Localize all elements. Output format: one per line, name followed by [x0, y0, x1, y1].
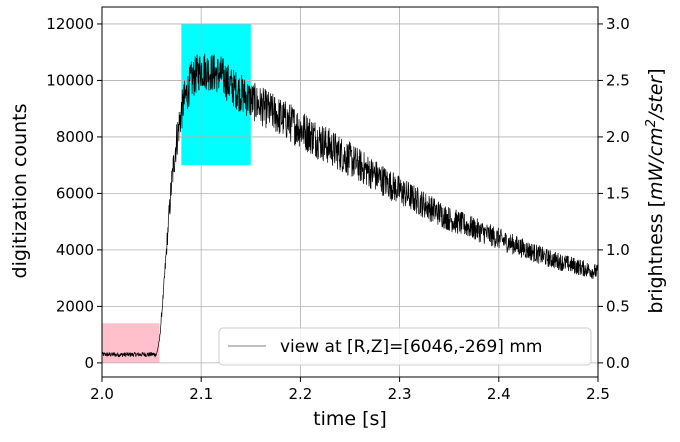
right-y-label-superscript: 2 [644, 119, 659, 127]
y-tick-label-6: 12000 [46, 15, 94, 33]
shaded-region-1 [181, 23, 251, 166]
x-tick-label-0: 2.0 [90, 385, 114, 403]
legend-label: view at [R,Z]=[6046,-269] mm [280, 337, 542, 357]
series-lines [102, 53, 598, 358]
x-axis-ticks: 2.0 2.1 2.2 2.3 2.4 2.5 [90, 377, 610, 403]
right-y-axis-label: brightness [mW/cm2/ster] [644, 68, 667, 313]
right-y-axis-ticks: 0.0 0.5 1.0 1.5 2.0 2.5 3.0 [598, 15, 630, 372]
right-y-tick-label-3: 1.5 [606, 184, 630, 202]
right-y-tick-label-0: 0.0 [606, 354, 630, 372]
right-y-label-part-4: /ster [645, 75, 667, 121]
right-y-label-part-2: mW/cm [645, 127, 667, 200]
y-axis-label: digitization counts [9, 104, 31, 279]
right-y-label-part-5: ] [645, 68, 667, 75]
y-tick-label-0: 0 [84, 354, 94, 372]
y-tick-label-3: 6000 [56, 184, 94, 202]
right-y-tick-label-4: 2.0 [606, 128, 630, 146]
right-y-tick-label-6: 3.0 [606, 15, 630, 33]
x-tick-label-4: 2.4 [487, 385, 511, 403]
x-tick-label-1: 2.1 [189, 385, 213, 403]
x-tick-label-5: 2.5 [586, 385, 610, 403]
shaded-region-0 [102, 323, 160, 363]
series-line-0 [102, 53, 598, 358]
y-tick-label-4: 8000 [56, 128, 94, 146]
plot-frame [101, 6, 599, 378]
right-y-label-part-1: brightness [ [645, 200, 667, 314]
right-y-tick-label-1: 0.5 [606, 297, 630, 315]
y-tick-label-5: 10000 [46, 71, 94, 89]
y-tick-label-1: 2000 [56, 297, 94, 315]
x-tick-label-2: 2.2 [288, 385, 312, 403]
legend: view at [R,Z]=[6046,-269] mm [218, 327, 592, 366]
right-y-tick-label-5: 2.5 [606, 71, 630, 89]
y-tick-label-2: 4000 [56, 241, 94, 259]
x-axis-label: time [s] [313, 408, 387, 430]
y-axis-ticks: 0 2000 4000 6000 8000 10000 12000 [46, 15, 102, 372]
right-y-tick-label-2: 1.0 [606, 241, 630, 259]
legend-box [218, 327, 592, 366]
x-tick-label-3: 2.3 [388, 385, 412, 403]
